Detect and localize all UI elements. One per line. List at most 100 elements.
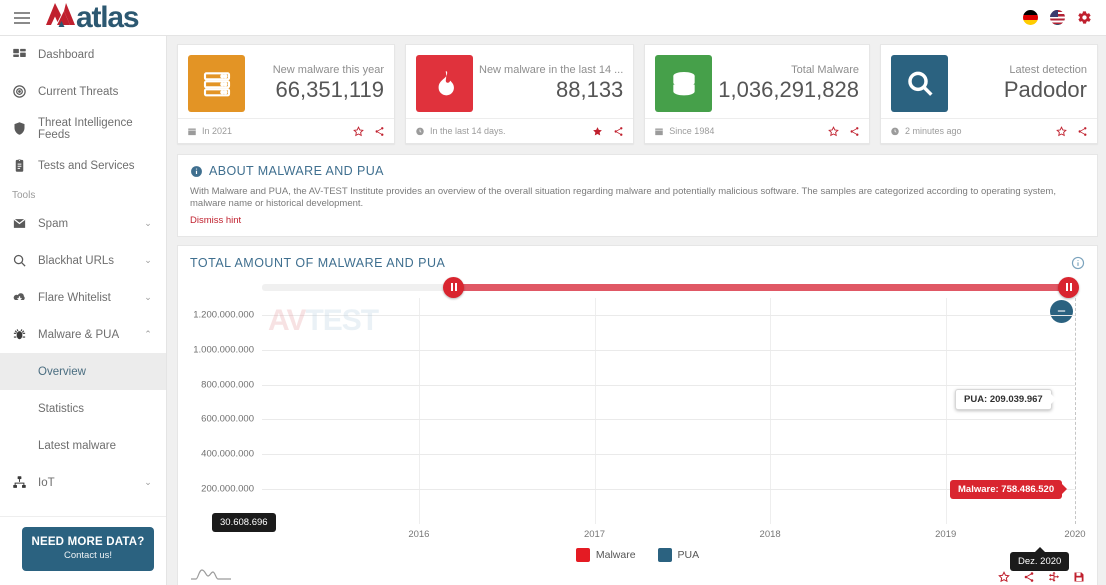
- chevron-up-icon[interactable]: ⌃: [144, 329, 152, 339]
- sidebar-item-spam[interactable]: Spam ⌄: [0, 205, 166, 242]
- calendar-icon: [187, 126, 197, 136]
- cloud-download-icon: [12, 290, 38, 305]
- x-axis-tick-label: 2019: [935, 528, 957, 540]
- y-axis-tick-label: 400.000.000: [201, 448, 254, 460]
- sidebar-group-title: Tools: [12, 190, 36, 201]
- clock-icon: [890, 126, 900, 136]
- sidebar-subitem-statistics[interactable]: Statistics: [0, 390, 166, 427]
- sidebar-item-flare-whitelist[interactable]: Flare Whitelist ⌄: [0, 279, 166, 316]
- stat-card-label: New malware this year: [272, 64, 384, 76]
- zoom-out-button[interactable]: −: [1050, 299, 1073, 323]
- chart-gridline: [262, 384, 1075, 386]
- stat-cards-row: New malware this year 66,351,119 In 2021: [177, 44, 1098, 144]
- stat-card-footer: Since 1984: [669, 126, 715, 136]
- sidebar-label: Dashboard: [38, 48, 95, 61]
- y-axis-tick-label: 1.200.000.000: [193, 309, 254, 321]
- hint-title: ABOUT MALWARE AND PUA: [209, 164, 384, 178]
- stat-card-value: 66,351,119: [275, 77, 384, 102]
- hint-body: With Malware and PUA, the AV-TEST Instit…: [190, 186, 1056, 210]
- chart-vertical-gridline: [594, 297, 596, 524]
- info-circle-icon[interactable]: [1071, 256, 1085, 270]
- stat-card-value: 1,036,291,828: [718, 77, 859, 102]
- star-icon[interactable]: [592, 126, 603, 137]
- chart-vertical-gridline: [418, 297, 420, 524]
- gear-icon[interactable]: [1077, 10, 1092, 25]
- chevron-down-icon[interactable]: ⌄: [144, 218, 152, 228]
- sidebar-sublabel: Statistics: [38, 402, 85, 415]
- mail-icon: [12, 216, 38, 231]
- chart-gridline: [262, 454, 1075, 456]
- about-hint-panel: ABOUT MALWARE AND PUA With Malware and P…: [177, 154, 1098, 237]
- legend-item-pua[interactable]: PUA: [657, 547, 700, 562]
- stat-card-new-malware-last-14-days: New malware in the last 14 ... 88,133 In…: [405, 44, 635, 144]
- tooltip-malware: Malware: 758.486.520: [950, 479, 1063, 499]
- star-icon[interactable]: [998, 570, 1010, 583]
- chart-panel: TOTAL AMOUNT OF MALWARE AND PUA − 200.00…: [177, 244, 1098, 585]
- x-axis-tick-label: 2017: [583, 528, 606, 540]
- y-axis-tick-label: 1.000.000.000: [193, 344, 254, 356]
- stat-card-footer: In the last 14 days.: [430, 126, 506, 136]
- us-flag-icon[interactable]: [1050, 10, 1065, 25]
- sidebar-label: Threat Intelligence Feeds: [38, 116, 133, 141]
- sidebar-subitem-latest-malware[interactable]: Latest malware: [0, 427, 166, 464]
- sidebar-item-malware-and-pua[interactable]: Malware & PUA ⌃: [0, 316, 166, 353]
- range-slider-selection[interactable]: [452, 283, 1067, 291]
- stat-card-new-malware-this-year: New malware this year 66,351,119 In 2021: [177, 44, 395, 144]
- chevron-down-icon[interactable]: ⌄: [144, 255, 152, 265]
- sidebar-item-blackhat-urls[interactable]: Blackhat URLs ⌄: [0, 242, 166, 279]
- need-more-data-button[interactable]: NEED MORE DATA? Contact us!: [22, 527, 154, 571]
- sidebar-label: Spam: [38, 217, 69, 230]
- x-axis-tick-label: 2016: [408, 528, 430, 540]
- chart-area: − 200.000.000 400.000.000 600.000.000 800.0…: [190, 276, 1086, 571]
- app-logo[interactable]: atlas: [44, 0, 140, 35]
- sidebar-item-current-threats[interactable]: Current Threats: [0, 73, 166, 110]
- sidebar-sublabel: Overview: [38, 365, 86, 378]
- range-slider-left-handle[interactable]: [443, 276, 464, 298]
- share-icon[interactable]: [1077, 126, 1088, 137]
- star-icon[interactable]: [353, 125, 364, 137]
- header-actions: [1023, 10, 1106, 25]
- sidebar-item-tests-and-services[interactable]: Tests and Services: [0, 147, 166, 184]
- share-icon[interactable]: [1023, 571, 1035, 583]
- range-slider-right-handle[interactable]: [1058, 276, 1079, 298]
- stat-card-footer: In 2021: [202, 126, 233, 136]
- chevron-down-icon[interactable]: ⌄: [144, 477, 152, 487]
- chart-legend: Malware PUA: [178, 547, 1097, 562]
- sidebar-item-threat-intelligence-feeds[interactable]: Threat Intelligence Feeds: [0, 110, 166, 147]
- sidebar-subitem-overview[interactable]: Overview: [0, 353, 166, 390]
- server-icon: [188, 55, 245, 112]
- star-icon[interactable]: [828, 125, 839, 137]
- clock-icon: [415, 126, 425, 136]
- legend-swatch-malware: [575, 547, 590, 562]
- stat-card-footer: 2 minutes ago: [905, 126, 962, 136]
- chevron-down-icon[interactable]: ⌄: [144, 292, 152, 302]
- save-icon[interactable]: [1073, 571, 1085, 583]
- sidebar-item-iot[interactable]: IoT ⌄: [0, 464, 166, 501]
- legend-item-malware[interactable]: Malware: [575, 547, 636, 562]
- star-icon[interactable]: [1056, 125, 1067, 137]
- tooltip-x-axis: Dez. 2020: [1010, 551, 1070, 571]
- radar-icon: [12, 84, 38, 99]
- hamburger-menu-icon[interactable]: [0, 11, 44, 24]
- share-icon[interactable]: [374, 126, 385, 137]
- legend-label: Malware: [595, 548, 636, 561]
- legend-label: PUA: [677, 548, 700, 561]
- sidebar-label: Malware & PUA: [38, 328, 120, 341]
- cta-subtitle: Contact us!: [63, 550, 113, 561]
- german-flag-icon[interactable]: [1023, 10, 1038, 25]
- sidebar-sublabel: Latest malware: [38, 439, 116, 452]
- info-icon: [190, 165, 203, 178]
- app-logo-text: atlas: [76, 0, 140, 34]
- sidebar-item-dashboard[interactable]: Dashboard: [0, 36, 166, 73]
- share-icon[interactable]: [613, 126, 624, 137]
- magnifier-icon: [891, 55, 948, 112]
- y-axis-tick-label: 200.000.000: [201, 483, 254, 495]
- share-icon[interactable]: [849, 126, 860, 137]
- x-axis-tick-label: 2018: [759, 528, 781, 540]
- chart-gridline: [262, 315, 1075, 317]
- sparkline-icon[interactable]: [190, 567, 232, 585]
- chart-gridline: [262, 488, 1075, 490]
- stat-card-label: New malware in the last 14 ...: [479, 64, 624, 76]
- move-icon[interactable]: [1048, 571, 1060, 583]
- dismiss-hint-link[interactable]: Dismiss hint: [190, 214, 242, 226]
